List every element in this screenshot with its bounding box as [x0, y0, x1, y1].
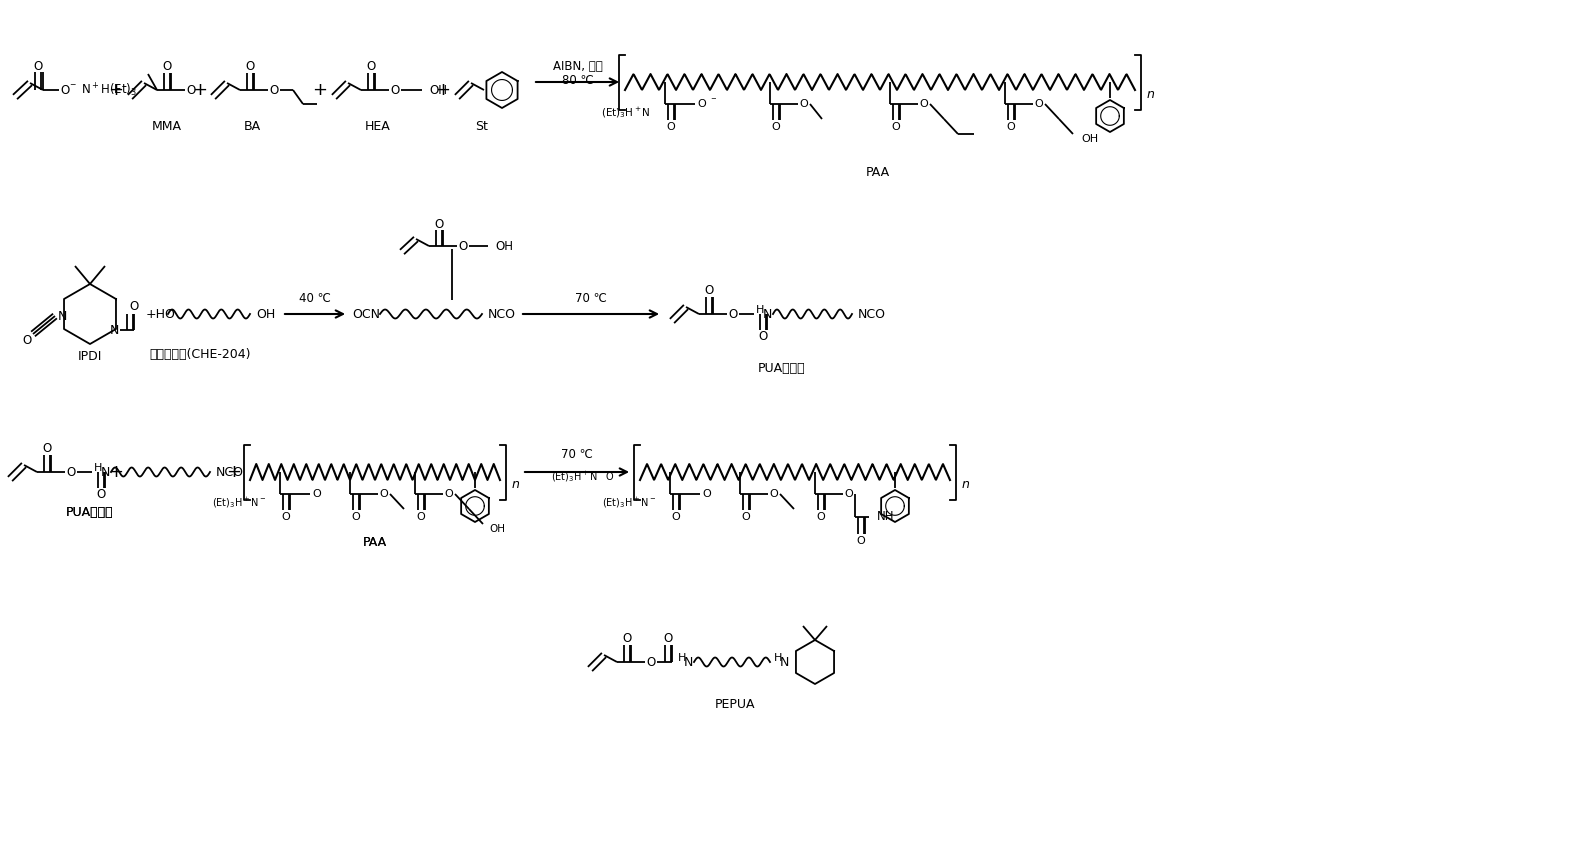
Text: O: O: [856, 536, 866, 546]
Text: OH: OH: [1081, 134, 1098, 144]
Text: +: +: [226, 463, 242, 481]
Text: OH: OH: [257, 308, 276, 320]
Text: +: +: [193, 81, 207, 99]
Text: O: O: [445, 489, 453, 499]
Text: 80 ℃: 80 ℃: [563, 74, 595, 88]
Text: (Et)$_3$H$^+$N$^-$O: (Et)$_3$H$^+$N$^-$O: [552, 469, 615, 484]
Text: N$^+$H(Et)$_3$: N$^+$H(Et)$_3$: [81, 81, 137, 99]
Text: O: O: [67, 465, 75, 479]
Text: PAA: PAA: [363, 536, 387, 549]
Text: N: N: [762, 308, 771, 320]
Text: O: O: [33, 60, 43, 72]
Text: O: O: [771, 122, 781, 132]
Text: NCO: NCO: [488, 308, 516, 320]
Text: (Et)$_3$H$^+$N: (Et)$_3$H$^+$N: [601, 106, 650, 120]
Text: N: N: [110, 324, 118, 337]
Text: OH: OH: [496, 239, 513, 252]
Text: NH: NH: [877, 510, 894, 523]
Text: PUA预聚体: PUA预聚体: [67, 505, 113, 519]
Text: O: O: [1035, 99, 1044, 109]
Text: O: O: [352, 512, 360, 522]
Text: O: O: [920, 99, 928, 109]
Text: O: O: [186, 83, 196, 96]
Text: O: O: [816, 512, 826, 522]
Text: 40 ℃: 40 ℃: [300, 291, 332, 304]
Text: O: O: [312, 489, 322, 499]
Text: MMA: MMA: [151, 120, 182, 134]
Text: (Et)$_3$H$^+$N$^-$: (Et)$_3$H$^+$N$^-$: [603, 496, 657, 510]
Text: O: O: [435, 217, 443, 231]
Text: H: H: [94, 463, 102, 473]
Text: O: O: [22, 333, 32, 347]
Text: O: O: [741, 512, 751, 522]
Text: O: O: [800, 99, 808, 109]
Text: O: O: [163, 60, 172, 73]
Text: (Et)$_3$H$^+$N$^-$: (Et)$_3$H$^+$N$^-$: [212, 496, 266, 510]
Text: N: N: [779, 655, 789, 669]
Text: N: N: [684, 655, 693, 669]
Text: PUA预聚体: PUA预聚体: [67, 505, 113, 519]
Text: O: O: [770, 489, 778, 499]
Text: O: O: [459, 239, 467, 252]
Text: +HO: +HO: [147, 308, 175, 320]
Text: N: N: [57, 309, 67, 323]
Text: O: O: [269, 83, 279, 96]
Text: H: H: [773, 653, 783, 663]
Text: O: O: [703, 489, 711, 499]
Text: O: O: [663, 632, 673, 646]
Text: $n$: $n$: [961, 477, 971, 491]
Text: O: O: [282, 512, 290, 522]
Text: BA: BA: [244, 120, 260, 134]
Text: OH: OH: [429, 83, 446, 96]
Text: HEA: HEA: [365, 120, 391, 134]
Text: O: O: [61, 83, 70, 96]
Text: O: O: [43, 442, 51, 456]
Text: O: O: [647, 655, 655, 669]
Text: St: St: [475, 120, 488, 134]
Text: AIBN, 丁酮: AIBN, 丁酮: [553, 60, 603, 72]
Text: PUA预聚体: PUA预聚体: [759, 362, 807, 376]
Text: O: O: [379, 489, 389, 499]
Text: O: O: [622, 632, 631, 646]
Text: PAA: PAA: [866, 165, 889, 179]
Text: 聚醚多元醇(CHE-204): 聚醚多元醇(CHE-204): [150, 348, 250, 360]
Text: OH: OH: [489, 524, 505, 534]
Text: H: H: [677, 653, 685, 663]
Text: $n$: $n$: [1146, 88, 1156, 101]
Text: OCN: OCN: [352, 308, 379, 320]
Text: O: O: [1007, 122, 1015, 132]
Text: PEPUA: PEPUA: [714, 698, 756, 711]
Text: $^-$: $^-$: [709, 96, 717, 106]
Text: PAA: PAA: [363, 536, 387, 549]
Text: NCO: NCO: [217, 465, 244, 479]
Text: O: O: [245, 60, 255, 73]
Text: O: O: [728, 308, 738, 320]
Text: O: O: [96, 488, 105, 502]
Text: H: H: [756, 305, 764, 315]
Text: +: +: [435, 81, 451, 99]
Text: NCO: NCO: [858, 308, 886, 320]
Text: O: O: [416, 512, 426, 522]
Text: O: O: [671, 512, 681, 522]
Text: +: +: [312, 81, 327, 99]
Text: N: N: [100, 465, 110, 479]
Text: 70 ℃: 70 ℃: [561, 447, 593, 460]
Text: O: O: [891, 122, 901, 132]
Text: O: O: [698, 99, 706, 109]
Text: +: +: [108, 463, 123, 481]
Text: O: O: [845, 489, 853, 499]
Text: O: O: [759, 331, 768, 343]
Text: 70 ℃: 70 ℃: [575, 291, 607, 304]
Text: O: O: [705, 285, 714, 297]
Text: O: O: [666, 122, 676, 132]
Text: +: +: [108, 81, 123, 99]
Text: $n$: $n$: [512, 477, 521, 491]
Text: O: O: [367, 60, 376, 73]
Text: IPDI: IPDI: [78, 349, 102, 362]
Text: O: O: [129, 301, 139, 314]
Text: O: O: [391, 83, 400, 96]
Text: $^-$: $^-$: [69, 82, 78, 92]
